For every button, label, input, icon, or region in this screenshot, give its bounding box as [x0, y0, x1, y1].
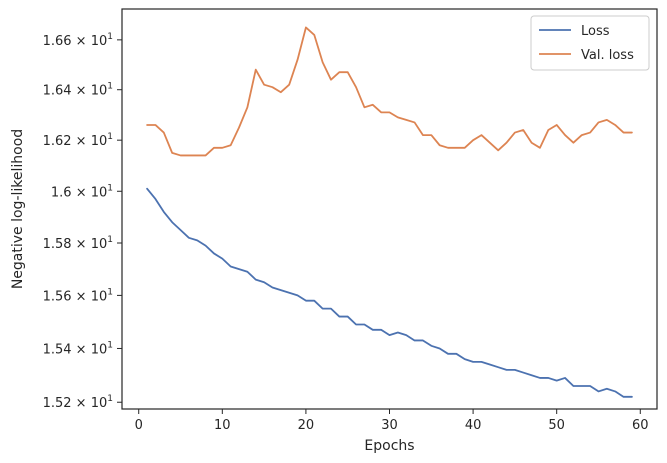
x-tick-label: 30: [381, 418, 398, 433]
series-line-val-loss: [146, 26, 633, 157]
x-tick-label: 60: [632, 418, 649, 433]
x-axis-label: Epochs: [364, 438, 414, 454]
y-tick-label: 1.6 × 101: [51, 183, 113, 200]
y-tick-label: 1.64 × 101: [43, 82, 113, 99]
x-tick-label: 10: [214, 418, 231, 433]
y-tick-label: 1.52 × 101: [43, 394, 113, 411]
x-tick-label: 20: [298, 418, 315, 433]
y-tick-label: 1.66 × 101: [43, 32, 113, 49]
series-layer: [146, 26, 633, 398]
x-tick-label: 40: [465, 418, 482, 433]
x-tick-label: 50: [548, 418, 565, 433]
y-axis: 1.52 × 101 1.54 × 101 1.56 × 101 1.58 × 101…: [43, 32, 122, 411]
y-tick-label: 1.54 × 101: [43, 340, 113, 357]
y-tick-label: 1.56 × 101: [43, 287, 113, 304]
series-line-loss: [146, 187, 633, 398]
legend-label-val-loss: Val. loss: [581, 48, 634, 63]
legend-label-loss: Loss: [581, 24, 610, 39]
x-tick-label: 0: [135, 418, 143, 433]
legend: Loss Val. loss: [530, 15, 650, 71]
x-axis: 0 10 20 30 40 50 60: [135, 409, 649, 433]
y-axis-label: Negative log-likelihood: [10, 129, 26, 289]
y-tick-label: 1.58 × 101: [43, 235, 113, 252]
y-tick-label: 1.62 × 101: [43, 132, 113, 149]
plot-area: 0 10 20 30 40 50 60 1.52 × 101 1.54 × 101 1.56 ×…: [43, 8, 658, 433]
